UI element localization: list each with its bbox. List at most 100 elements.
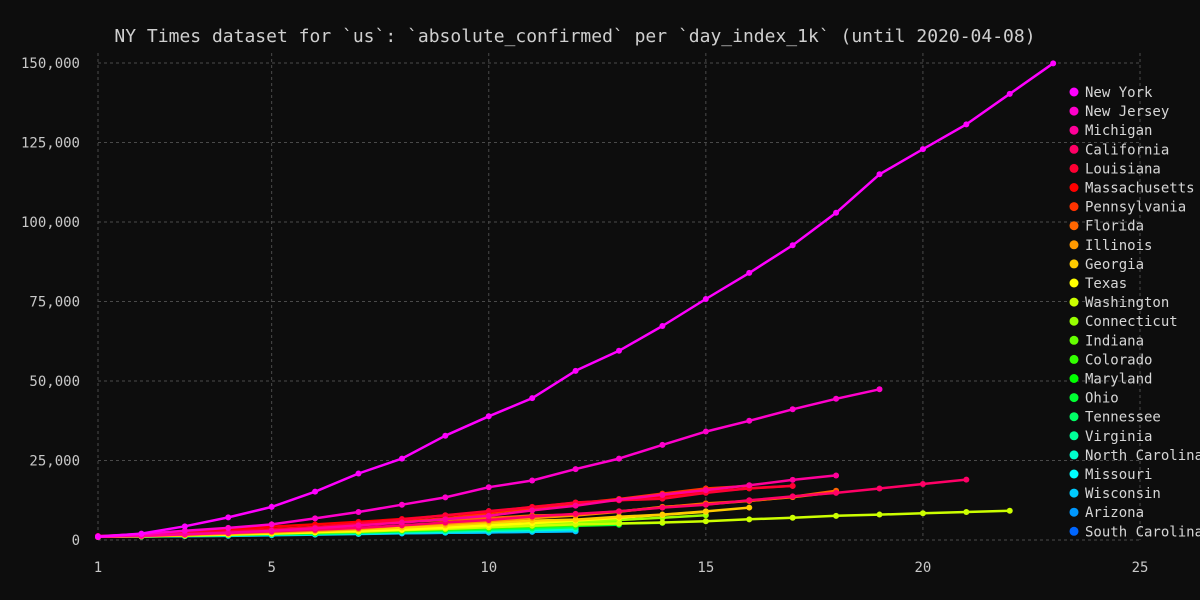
x-tick-label: 15 [697, 560, 714, 576]
legend-marker [1069, 412, 1079, 422]
data-point [355, 522, 362, 529]
legend-item: Florida [1069, 219, 1144, 235]
data-point [95, 533, 101, 540]
x-tick-label: 5 [267, 560, 275, 576]
data-point [702, 518, 709, 525]
legend-item: Tennessee [1069, 410, 1161, 426]
data-point [572, 510, 579, 517]
data-point [1006, 90, 1013, 97]
data-point [616, 347, 622, 354]
legend-item: Virginia [1069, 429, 1152, 445]
data-point [312, 525, 319, 532]
legend: New York New Jersey Michigan California Loui… [1069, 85, 1200, 540]
legend-label: Georgia [1085, 257, 1144, 273]
data-point [876, 511, 883, 518]
legend-item: Massachusetts [1069, 181, 1195, 197]
legend-label: Massachusetts [1085, 181, 1195, 197]
data-point [702, 428, 709, 435]
legend-item: Pennsylvania [1069, 200, 1186, 216]
data-point [485, 508, 492, 515]
data-point [702, 487, 709, 494]
legend-label: Missouri [1085, 467, 1152, 483]
series-new-jersey [95, 386, 883, 540]
data-point [442, 512, 449, 519]
legend-marker [1069, 259, 1079, 269]
data-point [442, 432, 449, 439]
data-point [876, 386, 883, 393]
legend-label: New York [1085, 85, 1153, 101]
data-point [312, 488, 319, 495]
legend-item: Louisiana [1069, 161, 1161, 177]
legend-item: Washington [1069, 295, 1169, 311]
data-point [963, 121, 970, 128]
y-tick-label: 75,000 [29, 295, 80, 311]
data-point [876, 485, 883, 492]
data-point [181, 527, 188, 534]
legend-item: Indiana [1069, 333, 1144, 349]
legend-marker [1069, 221, 1079, 231]
data-point [746, 516, 753, 523]
series-new-york [95, 60, 1057, 540]
data-point [268, 527, 275, 534]
legend-marker [1069, 125, 1079, 135]
legend-marker [1069, 106, 1079, 116]
data-point [746, 269, 753, 276]
legend-marker [1069, 202, 1079, 212]
legend-item: Arizona [1069, 505, 1144, 521]
data-point [398, 519, 405, 526]
data-point [529, 513, 536, 520]
legend-marker [1069, 240, 1079, 250]
legend-label: Florida [1085, 219, 1144, 235]
data-point [833, 209, 840, 216]
legend-item: Maryland [1069, 372, 1152, 388]
legend-label: Ohio [1085, 391, 1119, 407]
data-point [572, 466, 579, 473]
data-point [398, 455, 405, 462]
legend-item: Wisconsin [1069, 486, 1161, 502]
legend-marker [1069, 374, 1079, 383]
y-tick-label: 150,000 [21, 56, 80, 72]
data-point [268, 503, 275, 510]
y-tick-label: 125,000 [21, 136, 80, 152]
data-point [659, 491, 666, 498]
legend-item: Colorado [1069, 352, 1152, 368]
legend-marker [1069, 87, 1079, 97]
plot-area [95, 60, 1057, 540]
data-point [833, 512, 840, 519]
legend-label: South Carolina [1085, 524, 1200, 540]
legend-item: North Carolina [1069, 448, 1200, 464]
data-point [833, 489, 840, 496]
legend-label: Louisiana [1085, 161, 1161, 177]
data-point [616, 496, 622, 503]
y-tick-label: 100,000 [21, 215, 80, 231]
data-point [963, 476, 970, 483]
legend-marker [1069, 354, 1079, 364]
x-axis: 1 5 10 15 20 25 [94, 560, 1149, 576]
data-point [1006, 507, 1013, 514]
grid [97, 53, 1141, 541]
legend-marker [1069, 335, 1079, 345]
data-point [355, 509, 362, 516]
legend-item: Michigan [1069, 123, 1152, 139]
legend-label: Virginia [1085, 429, 1152, 445]
data-point [789, 242, 796, 249]
legend-item: South Carolina [1069, 524, 1200, 540]
data-point [181, 523, 188, 530]
data-point [919, 146, 926, 153]
data-point [919, 510, 926, 517]
data-point [268, 521, 275, 528]
data-point [659, 441, 666, 448]
data-point [746, 497, 753, 504]
data-point [746, 417, 753, 424]
y-tick-label: 50,000 [29, 374, 80, 390]
legend-label: Maryland [1085, 372, 1152, 388]
data-point [919, 481, 926, 488]
legend-label: Pennsylvania [1085, 200, 1186, 216]
legend-marker [1069, 144, 1079, 154]
data-point [485, 413, 492, 420]
data-point [312, 515, 319, 522]
legend-label: Indiana [1085, 333, 1144, 349]
legend-item: Connecticut [1069, 314, 1178, 330]
legend-marker [1069, 450, 1079, 460]
